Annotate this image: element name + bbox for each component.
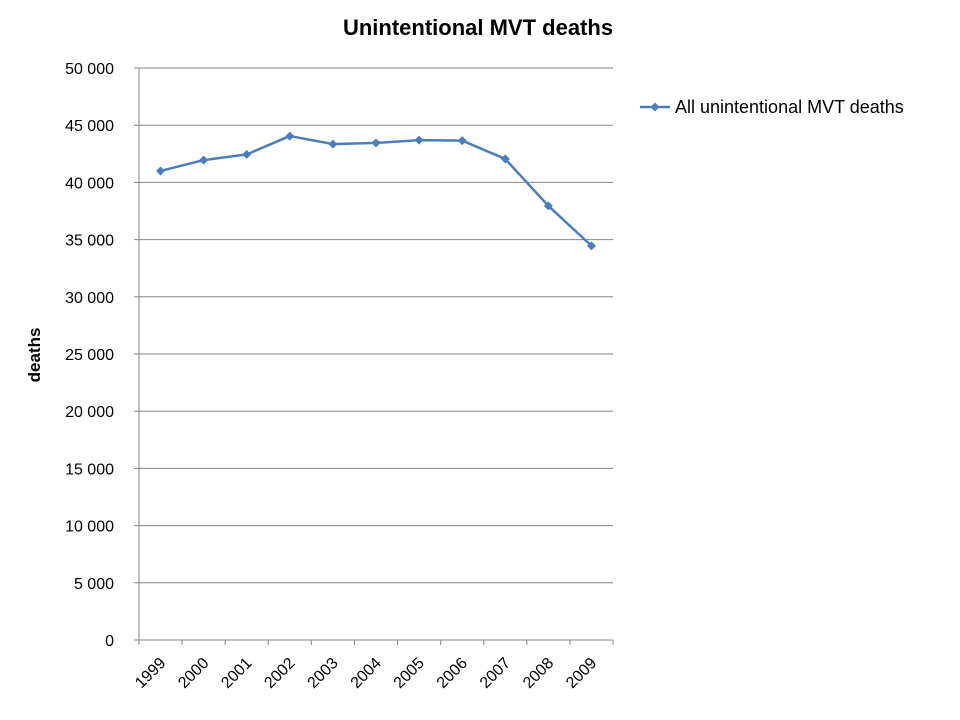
y-tick-label: 45 000: [65, 118, 114, 135]
y-tick-label: 10 000: [65, 519, 114, 536]
series-line: [160, 134, 593, 247]
y-tick-label: 25 000: [65, 347, 114, 364]
data-point-marker: [156, 166, 166, 176]
data-point-marker: [285, 131, 295, 141]
x-tick-label: 2000: [175, 655, 212, 692]
chart-title: Unintentional MVT deaths: [343, 15, 613, 40]
x-tick-labels: 1999 2000 2001 2002 2003 2004 2005 2006 2007 2008…: [132, 655, 600, 692]
legend: All unintentional MVT deaths: [640, 97, 904, 117]
y-tick-label: 30 000: [65, 290, 114, 307]
x-tick-label: 2003: [305, 655, 342, 692]
x-tick-label: 2001: [218, 655, 255, 692]
data-point-marker: [500, 154, 510, 164]
x-tick-label: 2006: [434, 655, 471, 692]
y-tick-label: 40 000: [65, 175, 114, 192]
data-point-marker: [242, 149, 252, 159]
y-axis-label: deaths: [25, 328, 44, 383]
data-point-marker: [328, 139, 338, 149]
y-tick-label: 20 000: [65, 404, 114, 421]
y-tick-label: 50 000: [65, 61, 114, 78]
y-tick-label: 5 000: [74, 576, 114, 593]
y-tick-label: 0: [105, 633, 114, 650]
y-tick-label: 15 000: [65, 461, 114, 478]
x-tick-label: 2004: [348, 655, 385, 692]
gridlines: [139, 67, 613, 584]
x-tick-label: 2007: [477, 655, 514, 692]
x-tick-label: 1999: [132, 655, 169, 692]
series-layer: [156, 131, 596, 251]
data-point-marker: [371, 138, 381, 148]
data-point-marker: [543, 201, 553, 211]
x-tick-label: 2002: [261, 655, 298, 692]
axes: [134, 67, 614, 645]
x-tick-label: 2008: [520, 655, 557, 692]
data-point-marker: [199, 155, 209, 165]
y-tick-labels: 0 5 000 10 000 15 000 20 000 25 000 30 000 35 0…: [65, 61, 114, 650]
legend-marker-swatch: [650, 102, 660, 112]
legend-entry-label: All unintentional MVT deaths: [675, 97, 904, 117]
data-point-marker: [586, 241, 596, 251]
data-point-marker: [457, 136, 467, 146]
x-tick-label: 2009: [563, 655, 600, 692]
data-point-marker: [414, 135, 424, 145]
y-tick-label: 35 000: [65, 233, 114, 250]
x-tick-label: 2005: [391, 655, 428, 692]
